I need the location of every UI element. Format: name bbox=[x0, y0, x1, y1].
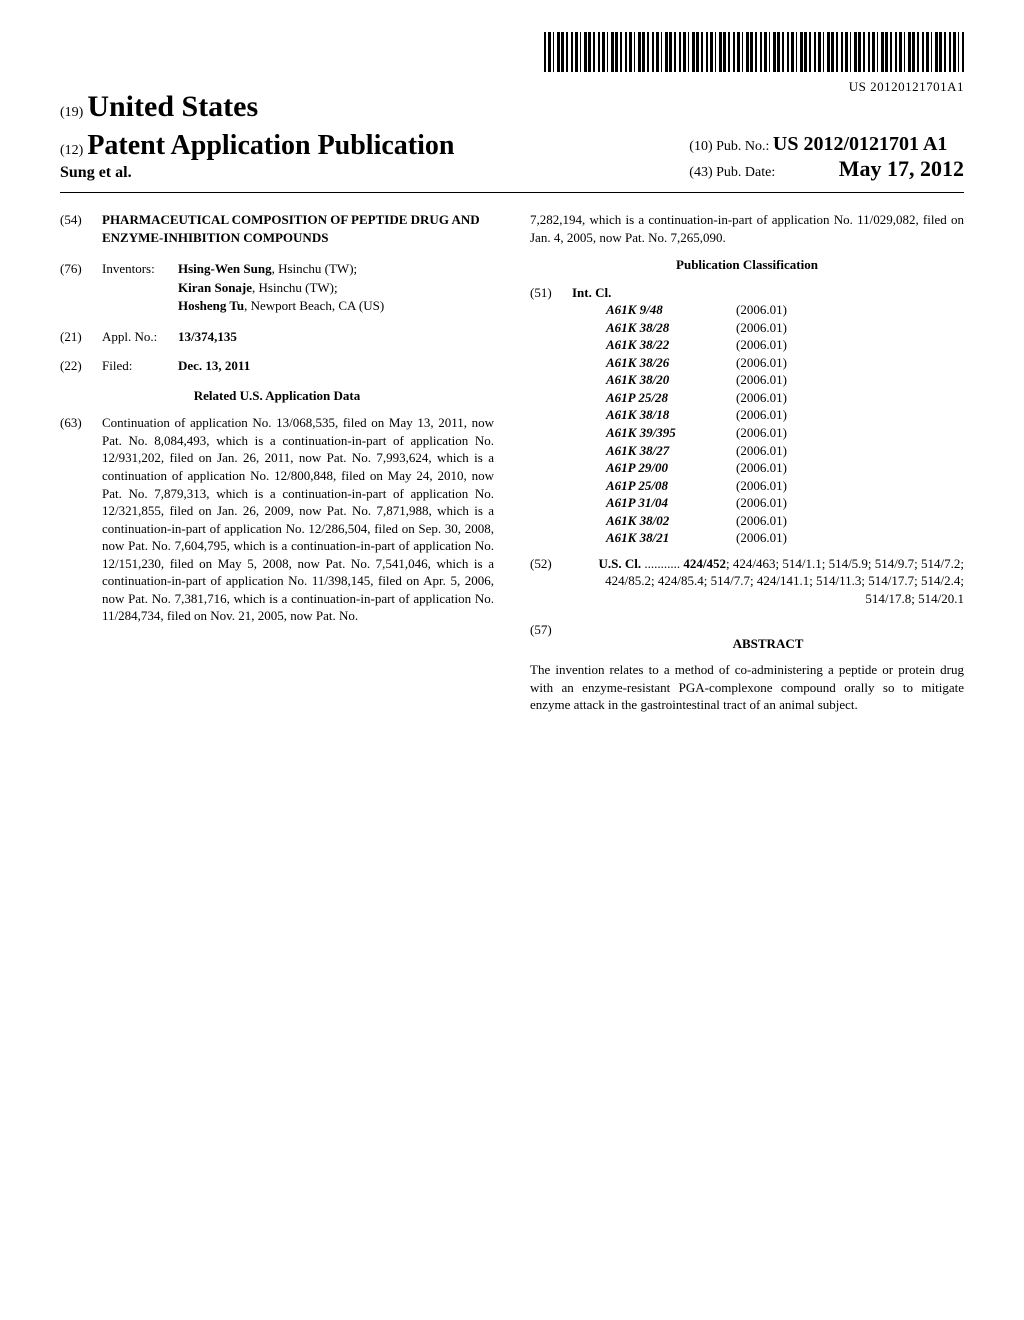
intcl-row: A61P 25/28(2006.01) bbox=[606, 389, 826, 407]
code-43: (43) bbox=[689, 165, 712, 180]
intcl-row: A61K 9/48(2006.01) bbox=[606, 301, 826, 319]
intcl-code: A61K 38/02 bbox=[606, 512, 736, 530]
intcl-year: (2006.01) bbox=[736, 389, 826, 407]
code-51: (51) bbox=[530, 284, 572, 547]
inventor-name: Hsing-Wen Sung bbox=[178, 261, 272, 276]
inventor: Hosheng Tu, Newport Beach, CA (US) bbox=[178, 297, 384, 315]
intcl-code: A61K 38/20 bbox=[606, 371, 736, 389]
intcl-label: Int. Cl. bbox=[572, 284, 826, 302]
intcl-code: A61K 38/27 bbox=[606, 442, 736, 460]
filed-value: Dec. 13, 2011 bbox=[178, 357, 250, 375]
intcl-year: (2006.01) bbox=[736, 442, 826, 460]
uscl-label: U.S. Cl. bbox=[599, 556, 642, 571]
intcl-code: A61K 38/22 bbox=[606, 336, 736, 354]
left-column: (54) PHARMACEUTICAL COMPOSITION OF PEPTI… bbox=[60, 211, 494, 714]
barcode-block: US 20120121701A1 bbox=[544, 32, 964, 95]
intcl-code: A61K 9/48 bbox=[606, 301, 736, 319]
intcl-year: (2006.01) bbox=[736, 336, 826, 354]
intcl-row: A61K 38/21(2006.01) bbox=[606, 529, 826, 547]
intcl-row: A61K 38/02(2006.01) bbox=[606, 512, 826, 530]
uscl-text: U.S. Cl. ........... 424/452; 424/463; 5… bbox=[572, 555, 964, 608]
uscl-dots: ........... bbox=[641, 556, 683, 571]
code-52: (52) bbox=[530, 555, 572, 608]
intcl-year: (2006.01) bbox=[736, 529, 826, 547]
barcode-label: US 20120121701A1 bbox=[544, 79, 964, 95]
abstract-text: The invention relates to a method of co-… bbox=[530, 661, 964, 714]
intcl-row: A61K 38/26(2006.01) bbox=[606, 354, 826, 372]
code-10: (10) bbox=[689, 139, 712, 154]
intcl-row: A61P 29/00(2006.01) bbox=[606, 459, 826, 477]
abstract-heading: ABSTRACT bbox=[572, 635, 964, 653]
related-app-heading: Related U.S. Application Data bbox=[60, 387, 494, 405]
pub-no-label: Pub. No.: bbox=[716, 139, 769, 154]
intcl-year: (2006.01) bbox=[736, 319, 826, 337]
intcl-code: A61K 38/21 bbox=[606, 529, 736, 547]
intcl-row: A61K 38/28(2006.01) bbox=[606, 319, 826, 337]
invention-title: PHARMACEUTICAL COMPOSITION OF PEPTIDE DR… bbox=[102, 211, 494, 246]
pub-classification-heading: Publication Classification bbox=[530, 256, 964, 274]
body-columns: (54) PHARMACEUTICAL COMPOSITION OF PEPTI… bbox=[60, 211, 964, 714]
inventors-list: Hsing-Wen Sung, Hsinchu (TW); Kiran Sona… bbox=[178, 260, 384, 316]
intcl-year: (2006.01) bbox=[736, 371, 826, 389]
code-19: (19) bbox=[60, 105, 83, 120]
code-63: (63) bbox=[60, 414, 102, 625]
intcl-code: A61P 25/28 bbox=[606, 389, 736, 407]
code-54: (54) bbox=[60, 211, 102, 246]
intcl-code: A61P 29/00 bbox=[606, 459, 736, 477]
code-76: (76) bbox=[60, 260, 102, 316]
inventors-label: Inventors: bbox=[102, 260, 178, 316]
inventor-loc: , Hsinchu (TW); bbox=[272, 261, 358, 276]
intcl-row: A61K 39/395(2006.01) bbox=[606, 424, 826, 442]
inventor-name: Hosheng Tu bbox=[178, 298, 244, 313]
pub-date-label: Pub. Date: bbox=[716, 165, 775, 180]
authors-line: Sung et al. bbox=[60, 164, 454, 182]
intcl-year: (2006.01) bbox=[736, 406, 826, 424]
separator-rule bbox=[60, 192, 964, 193]
uscl-lead: 424/452 bbox=[683, 556, 726, 571]
intcl-code: A61P 25/08 bbox=[606, 477, 736, 495]
continuation-text: Continuation of application No. 13/068,5… bbox=[102, 414, 494, 625]
inventor-loc: , Hsinchu (TW); bbox=[252, 280, 338, 295]
continuation-cont: 7,282,194, which is a continuation-in-pa… bbox=[530, 211, 964, 246]
intcl-code: A61K 38/26 bbox=[606, 354, 736, 372]
intcl-row: A61K 38/18(2006.01) bbox=[606, 406, 826, 424]
intcl-code: A61K 38/18 bbox=[606, 406, 736, 424]
intcl-row: A61P 31/04(2006.01) bbox=[606, 494, 826, 512]
code-57: (57) bbox=[530, 621, 572, 661]
intcl-year: (2006.01) bbox=[736, 354, 826, 372]
intcl-year: (2006.01) bbox=[736, 301, 826, 319]
intcl-code: A61K 38/28 bbox=[606, 319, 736, 337]
barcode-graphic bbox=[544, 32, 964, 72]
doc-type: Patent Application Publication bbox=[87, 130, 454, 161]
pub-date-value: May 17, 2012 bbox=[839, 156, 964, 181]
country-name: United States bbox=[87, 90, 258, 123]
intcl-row: A61K 38/27(2006.01) bbox=[606, 442, 826, 460]
intcl-year: (2006.01) bbox=[736, 477, 826, 495]
code-22: (22) bbox=[60, 357, 102, 375]
intcl-year: (2006.01) bbox=[736, 459, 826, 477]
pub-no-value: US 2012/0121701 A1 bbox=[773, 133, 947, 155]
intcl-year: (2006.01) bbox=[736, 494, 826, 512]
code-21: (21) bbox=[60, 328, 102, 346]
inventor-name: Kiran Sonaje bbox=[178, 280, 252, 295]
header-block: (19) United States (12) Patent Applicati… bbox=[60, 90, 964, 182]
intcl-row: A61P 25/08(2006.01) bbox=[606, 477, 826, 495]
intcl-year: (2006.01) bbox=[736, 424, 826, 442]
inventor: Kiran Sonaje, Hsinchu (TW); bbox=[178, 279, 384, 297]
intcl-row: A61K 38/20(2006.01) bbox=[606, 371, 826, 389]
inventor: Hsing-Wen Sung, Hsinchu (TW); bbox=[178, 260, 384, 278]
inventor-loc: , Newport Beach, CA (US) bbox=[244, 298, 384, 313]
intcl-code: A61K 39/395 bbox=[606, 424, 736, 442]
right-column: 7,282,194, which is a continuation-in-pa… bbox=[530, 211, 964, 714]
intcl-row: A61K 38/22(2006.01) bbox=[606, 336, 826, 354]
filed-label: Filed: bbox=[102, 357, 178, 375]
intcl-year: (2006.01) bbox=[736, 512, 826, 530]
appl-no-label: Appl. No.: bbox=[102, 328, 178, 346]
code-12: (12) bbox=[60, 143, 83, 158]
appl-no-value: 13/374,135 bbox=[178, 328, 237, 346]
intcl-code: A61P 31/04 bbox=[606, 494, 736, 512]
intcl-table: A61K 9/48(2006.01) A61K 38/28(2006.01) A… bbox=[606, 301, 826, 547]
